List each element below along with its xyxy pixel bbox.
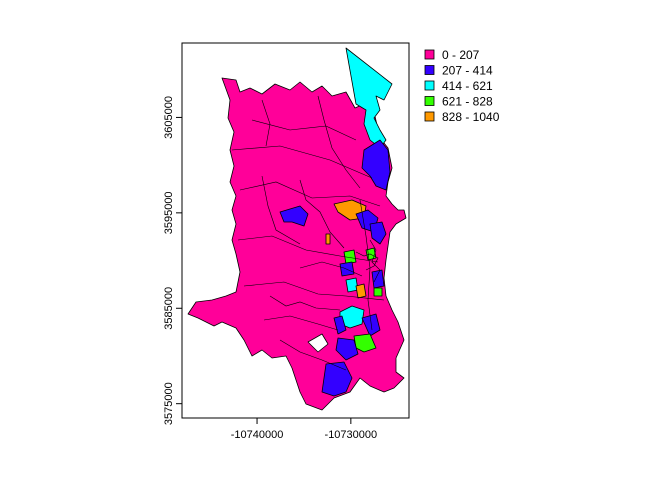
legend-label: 207 - 414: [442, 64, 493, 78]
boundary-line: [355, 251, 379, 271]
region-gap-south: [307, 333, 329, 353]
y-axis: 3575000 3585000 3595000 3605000: [163, 96, 182, 425]
boundary-line: [299, 179, 345, 249]
legend-swatch: [424, 49, 435, 60]
legend-swatch: [424, 111, 435, 122]
legend-label: 828 - 1040: [442, 110, 500, 124]
boundary-line: [261, 99, 271, 147]
region-class-4-downtown-east: [373, 287, 383, 297]
region-class-2-downtown: [339, 261, 355, 277]
legend-label: 414 - 621: [442, 79, 493, 93]
boundary-line: [237, 235, 379, 263]
region-class-2-south-west: [335, 337, 359, 361]
y-tick-label: 3575000: [163, 382, 175, 425]
boundary-line: [243, 281, 385, 301]
y-tick-label: 3585000: [163, 287, 175, 330]
x-axis: -10740000 -10730000: [231, 418, 377, 441]
legend-label: 621 - 828: [442, 95, 493, 109]
region-class-2-far-south: [321, 361, 353, 397]
legend-swatch: [424, 96, 435, 106]
legend-label: 0 - 207: [442, 48, 480, 62]
region-class-3-downtown: [345, 277, 359, 293]
plot-frame: [181, 42, 410, 419]
boundary-line: [279, 339, 347, 371]
x-tick-label: -10730000: [325, 429, 378, 441]
boundary-line: [299, 261, 363, 277]
region-class-2-northeast: [361, 139, 391, 191]
legend-swatch: [424, 65, 435, 75]
boundary-line: [231, 145, 373, 179]
y-tick-label: 3595000: [163, 191, 175, 234]
x-tick-label: -10740000: [231, 429, 284, 441]
region-class-5-downtown: [355, 283, 367, 299]
region-class-2-east: [369, 221, 387, 245]
boundary-line: [251, 119, 357, 141]
region-class-5-small: [325, 233, 331, 245]
boundary-line: [317, 95, 361, 189]
region-class-2-west: [279, 205, 309, 227]
boundary-line: [369, 239, 381, 283]
boundary-line: [269, 295, 341, 311]
region-class-2-downtown-east: [371, 269, 385, 289]
y-tick-label: 3605000: [163, 96, 175, 139]
boundary-line: [261, 175, 301, 245]
region-class-2-south-east: [361, 313, 381, 337]
region-class-3-north-strip: [345, 47, 393, 149]
map-regions: [187, 47, 407, 411]
legend-swatch: [424, 80, 435, 91]
boundary-line: [263, 315, 339, 331]
tract-boundaries: [231, 95, 385, 371]
region-class-4-center: [343, 249, 357, 265]
